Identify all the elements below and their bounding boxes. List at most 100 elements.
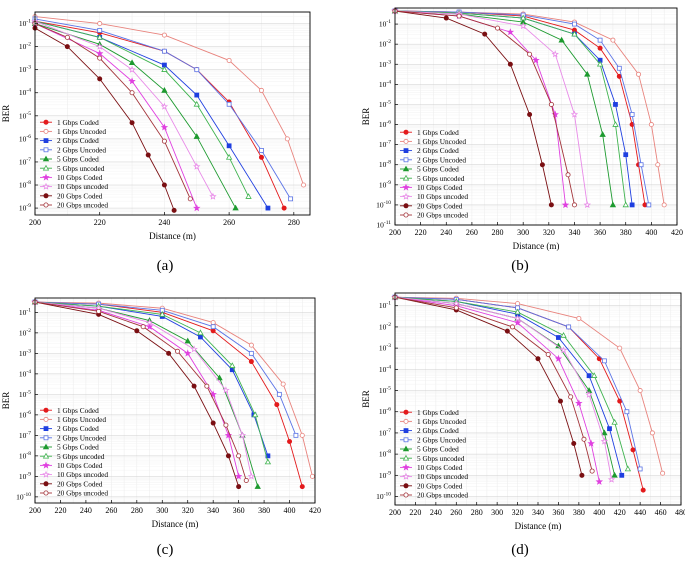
data-point: [134, 328, 140, 334]
data-point: [129, 90, 135, 96]
data-point: [561, 200, 570, 209]
data-point: [309, 473, 315, 479]
data-point: [274, 402, 280, 408]
legend-marker: [42, 173, 50, 181]
data-point: [507, 61, 513, 67]
legend-label: 1 Gbps Coded: [57, 406, 99, 415]
data-point: [161, 87, 168, 93]
data-point: [596, 60, 604, 67]
legend-entry: 10 Gbps Coded: [40, 461, 103, 470]
legend-entry: 10 Gbps uncoded: [400, 192, 468, 201]
legend-marker: [403, 483, 409, 489]
data-point: [128, 59, 136, 66]
data-point: [601, 358, 607, 364]
legend-entry: 1 Gbps Uncoded: [40, 127, 106, 136]
data-point: [636, 71, 642, 77]
x-axis-label: Distance (m): [513, 241, 560, 251]
data-point: [539, 162, 545, 168]
legend-label: 10 Gbps Coded: [417, 183, 463, 192]
data-point: [95, 42, 104, 50]
panel-label: (c): [157, 542, 174, 558]
data-point: [97, 28, 103, 33]
data-point: [638, 162, 644, 168]
data-point: [145, 318, 154, 326]
legend-marker: [43, 193, 49, 199]
data-point: [509, 324, 515, 330]
legend-entry: 10 Gbps uncoded: [40, 470, 108, 479]
data-point: [193, 162, 201, 170]
legend-entry: 20 Gbps Coded: [400, 481, 463, 490]
legend-label: 1 Gbps Uncoded: [417, 417, 466, 426]
legend-marker: [403, 492, 409, 498]
data-point: [548, 101, 554, 107]
y-tick-label: 10-7: [19, 157, 31, 167]
x-tick-label: 200: [389, 228, 401, 237]
x-tick-label: 480: [675, 508, 685, 517]
legend-entry: 5 Gbps uncoded: [400, 174, 465, 183]
data-point: [453, 305, 459, 311]
data-point: [248, 359, 254, 365]
y-tick-label: 10-4: [19, 88, 31, 98]
data-point: [194, 67, 200, 73]
data-point: [571, 441, 577, 447]
legend-marker: [42, 155, 50, 162]
data-point: [187, 196, 193, 202]
data-point: [191, 383, 197, 389]
data-point: [162, 48, 167, 54]
y-tick-label: 10-9: [379, 470, 391, 480]
legend-label: 1 Gbps Coded: [417, 128, 459, 137]
x-tick-label: 380: [573, 508, 585, 517]
y-tick-label: 10-3: [19, 348, 31, 358]
data-point: [629, 112, 635, 117]
series-line: [34, 20, 249, 197]
data-point: [236, 484, 242, 490]
x-axis-label: Distance (m): [152, 519, 199, 529]
x-tick-label: 280: [131, 506, 143, 515]
legend-label: 5 Gbps uncoded: [417, 174, 465, 183]
legend-entry: 2 Gbps Uncoded: [400, 435, 466, 444]
legend-label: 5 Gbps Coded: [57, 443, 99, 452]
x-tick-label: 360: [552, 508, 564, 517]
y-axis-label: BER: [361, 108, 371, 126]
x-tick-label: 300: [517, 228, 529, 237]
legend-entry: 2 Gbps Coded: [40, 424, 99, 433]
legend-marker: [403, 418, 409, 424]
data-point: [596, 356, 602, 362]
data-point: [265, 205, 271, 211]
legend-entry: 20 Gbps uncoded: [40, 201, 108, 210]
data-point: [276, 391, 282, 397]
legend-marker: [403, 148, 409, 154]
data-point: [557, 398, 563, 404]
legend-marker: [403, 203, 409, 209]
data-point: [299, 484, 305, 490]
legend-marker: [43, 481, 49, 487]
data-point: [622, 201, 629, 208]
x-tick-label: 200: [29, 218, 41, 227]
x-tick-label: 400: [645, 228, 657, 237]
y-tick-label: 10-2: [379, 39, 391, 49]
panel-label: (d): [511, 542, 529, 558]
data-point: [551, 50, 559, 58]
y-axis-label: BER: [1, 105, 11, 123]
data-point: [193, 100, 200, 107]
x-axis-label: Distance (m): [149, 231, 196, 241]
legend-marker: [403, 129, 409, 135]
y-tick-label: 10-8: [19, 451, 31, 461]
legend-entry: 1 Gbps Coded: [400, 408, 459, 417]
data-point: [637, 466, 643, 472]
data-point: [248, 342, 254, 348]
data-point: [545, 351, 551, 357]
legend-label: 5 Gbps Coded: [417, 445, 459, 454]
data-point: [238, 431, 247, 439]
y-tick-label: 10-1: [19, 19, 31, 29]
data-point: [579, 472, 585, 478]
legend-label: 2 Gbps Uncoded: [57, 145, 106, 154]
x-tick-label: 260: [450, 508, 462, 517]
y-tick-label: 10-4: [379, 364, 391, 374]
legend-marker: [42, 470, 50, 478]
data-point: [583, 200, 592, 209]
legend-label: 2 Gbps Coded: [57, 136, 99, 145]
legend-entry: 1 Gbps Uncoded: [400, 137, 466, 146]
data-point: [145, 322, 154, 330]
